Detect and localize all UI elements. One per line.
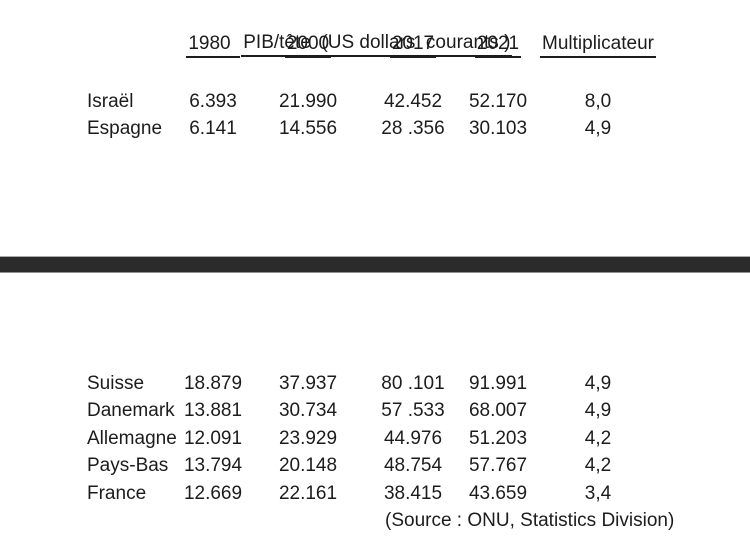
table-row-espagne: Espagne 6.141 14.556 28 .356 30.103 4,9	[0, 116, 750, 142]
value-2021: 30.103	[468, 118, 528, 139]
value-2017: 28 .356	[381, 118, 445, 139]
value-1980: 13.794	[183, 455, 243, 476]
value-multiplicateur: 4,9	[584, 373, 612, 394]
table-row-suisse: Suisse 18.879 37.937 80 .101 91.991 4,9	[0, 371, 750, 397]
table-row-france: France 12.669 22.161 38.415 43.659 3,4	[0, 481, 750, 507]
value-2017: 57 .533	[381, 400, 445, 421]
column-header-2017: 2017	[389, 32, 437, 58]
value-2000: 23.929	[278, 428, 338, 449]
column-header-multiplicateur: Multiplicateur	[540, 32, 656, 58]
country-label: Suisse	[87, 373, 145, 394]
value-multiplicateur: 8,0	[584, 91, 612, 112]
value-2021: 52.170	[468, 91, 528, 112]
country-label: Allemagne	[87, 428, 177, 449]
value-1980: 12.091	[183, 428, 243, 449]
column-header-2021: 2021	[474, 32, 522, 58]
title-row: PIB/tête (US dollars courants )	[0, 4, 750, 57]
table-title: PIB/tête (US dollars courants )	[241, 31, 513, 57]
table-row-danemark: Danemark 13.881 30.734 57 .533 68.007 4,…	[0, 398, 750, 424]
table-row-pays-bas: Pays-Bas 13.794 20.148 48.754 57.767 4,2	[0, 453, 750, 479]
value-2000: 20.148	[278, 455, 338, 476]
country-label: Espagne	[87, 118, 163, 139]
table-row-israel: Israël 6.393 21.990 42.452 52.170 8,0	[0, 89, 750, 115]
value-2000: 22.161	[278, 483, 338, 504]
value-2017: 80 .101	[381, 373, 445, 394]
column-header-row: 1980 2000 2017 2021 Multiplicateur	[0, 31, 750, 58]
value-2000: 37.937	[278, 373, 338, 394]
source-note: (Source : ONU, Statistics Division)	[385, 510, 675, 531]
value-2017: 38.415	[383, 483, 443, 504]
table-title-wrap: PIB/tête (US dollars courants )	[161, 4, 561, 83]
value-1980: 6.393	[189, 91, 237, 112]
value-2000: 14.556	[278, 118, 338, 139]
value-multiplicateur: 3,4	[584, 483, 612, 504]
table-row-allemagne: Allemagne 12.091 23.929 44.976 51.203 4,…	[0, 426, 750, 452]
page-divider-bar	[0, 256, 750, 273]
value-multiplicateur: 4,2	[584, 455, 612, 476]
value-2021: 91.991	[468, 373, 528, 394]
value-1980: 13.881	[183, 400, 243, 421]
column-header-1980: 1980	[186, 32, 240, 58]
value-2017: 48.754	[383, 455, 443, 476]
value-2021: 43.659	[468, 483, 528, 504]
value-1980: 12.669	[183, 483, 243, 504]
value-2000: 30.734	[278, 400, 338, 421]
value-2021: 51.203	[468, 428, 528, 449]
value-1980: 18.879	[183, 373, 243, 394]
value-multiplicateur: 4,9	[584, 118, 612, 139]
country-label: Israël	[87, 91, 134, 112]
country-label: Pays-Bas	[87, 455, 169, 476]
value-2017: 44.976	[383, 428, 443, 449]
source-row: (Source : ONU, Statistics Division)	[0, 508, 750, 534]
value-2000: 21.990	[278, 91, 338, 112]
column-header-2000: 2000	[284, 32, 332, 58]
value-multiplicateur: 4,9	[584, 400, 612, 421]
value-2021: 57.767	[468, 455, 528, 476]
country-label: France	[87, 483, 147, 504]
value-2017: 42.452	[383, 91, 443, 112]
country-label: Danemark	[87, 400, 175, 421]
value-multiplicateur: 4,2	[584, 428, 612, 449]
value-2021: 68.007	[468, 400, 528, 421]
value-1980: 6.141	[189, 118, 237, 139]
